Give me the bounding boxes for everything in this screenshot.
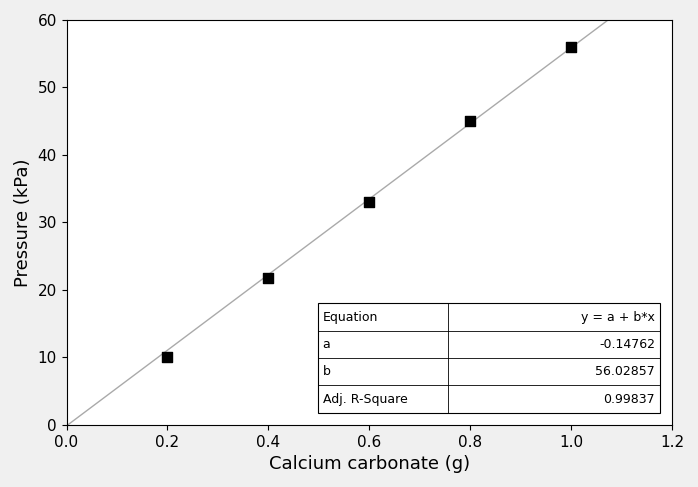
Point bbox=[565, 43, 577, 51]
Text: y = a + b*x: y = a + b*x bbox=[581, 311, 655, 323]
FancyBboxPatch shape bbox=[318, 303, 660, 412]
Y-axis label: Pressure (kPa): Pressure (kPa) bbox=[14, 158, 32, 287]
Text: Equation: Equation bbox=[322, 311, 378, 323]
Text: 0.99837: 0.99837 bbox=[604, 393, 655, 406]
Point bbox=[364, 198, 375, 206]
Text: 56.02857: 56.02857 bbox=[595, 365, 655, 378]
Text: a: a bbox=[322, 338, 330, 351]
Point bbox=[465, 117, 476, 125]
Point bbox=[262, 275, 274, 282]
X-axis label: Calcium carbonate (g): Calcium carbonate (g) bbox=[269, 455, 470, 473]
Text: Adj. R-Square: Adj. R-Square bbox=[322, 393, 408, 406]
Point bbox=[162, 353, 173, 360]
Text: -0.14762: -0.14762 bbox=[599, 338, 655, 351]
Text: b: b bbox=[322, 365, 331, 378]
